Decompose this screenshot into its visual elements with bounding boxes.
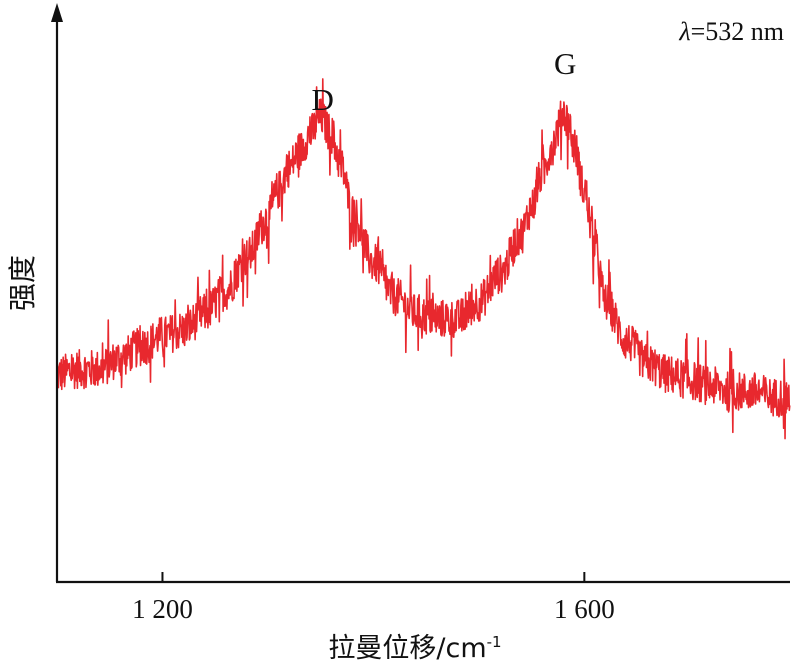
x-ticks: 1 200 1 600 — [132, 572, 615, 624]
x-tick-label: 1 600 — [554, 594, 615, 624]
y-axis-arrow — [51, 3, 63, 22]
x-axis-label-superscript: -1 — [487, 633, 502, 651]
peak-label-d: D — [311, 82, 333, 117]
wavelength-annotation: λ=532 nm — [678, 17, 784, 46]
plot-area — [56, 78, 791, 440]
x-tick-label: 1 200 — [132, 594, 193, 624]
spectrum-line — [56, 78, 791, 440]
peak-label-g: G — [554, 46, 576, 81]
x-axis-label: 拉曼位移/cm-1 — [328, 633, 501, 664]
y-axis-label: 强度 — [6, 255, 39, 311]
peak-labels: DG — [311, 46, 576, 117]
